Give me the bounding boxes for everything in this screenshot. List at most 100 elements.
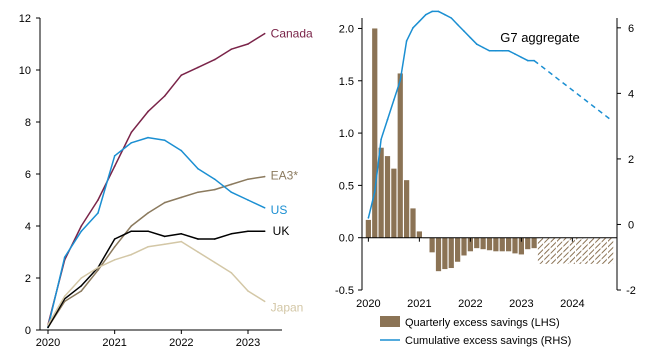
left-y-tick-label: 0 xyxy=(25,325,31,337)
data-point-cumulative xyxy=(367,217,370,219)
data-point-uk xyxy=(180,233,183,235)
left-y-tick-label: 12 xyxy=(19,13,31,25)
data-point-cumulative xyxy=(526,59,529,62)
bar-quarterly xyxy=(499,237,505,252)
data-point-cumulative xyxy=(507,49,510,52)
left-series-lines xyxy=(47,32,266,329)
legend: Quarterly excess savings (LHS) Cumulativ… xyxy=(380,316,571,347)
bar-quarterly xyxy=(480,237,486,250)
data-point-ea3 xyxy=(213,188,216,191)
bar-forecast xyxy=(608,237,614,264)
bar-forecast xyxy=(544,237,550,264)
bar-quarterly xyxy=(448,237,454,269)
left-y-tick-label: 2 xyxy=(25,273,31,285)
series-line-cumulative-forecast xyxy=(533,60,612,121)
left-chart: 0 2 4 6 8 10 12 2020 2021 2022 2023 Canada EA3* US U… xyxy=(19,13,313,349)
data-point-canada xyxy=(80,225,83,227)
series-label-us: US xyxy=(271,203,288,217)
legend-bar-swatch xyxy=(380,316,400,327)
left-series-labels: Canada EA3* US UK Japan xyxy=(271,27,313,315)
bar-quarterly xyxy=(435,237,442,272)
right-cumulative-line xyxy=(367,10,612,219)
data-point-cumulative xyxy=(475,43,478,46)
data-point-ea3 xyxy=(147,212,149,214)
chart-title: G7 aggregate xyxy=(500,30,580,45)
data-point-cumulative xyxy=(450,17,453,19)
series-line-canada xyxy=(47,32,266,325)
data-point-canada xyxy=(263,32,266,35)
data-point-canada xyxy=(163,95,166,97)
right-lhs-tick-label: 0.5 xyxy=(339,180,354,192)
bar-quarterly xyxy=(474,237,480,249)
bar-quarterly xyxy=(384,156,391,238)
left-x-tick-label: 2022 xyxy=(169,337,193,349)
data-point-japan xyxy=(197,251,199,253)
data-point-japan xyxy=(63,295,66,298)
data-point-japan xyxy=(213,261,216,264)
data-point-uk xyxy=(163,235,166,238)
data-point-uk xyxy=(147,230,149,232)
data-point-japan xyxy=(180,240,183,243)
data-point-japan xyxy=(247,290,249,292)
data-point-cumulative xyxy=(488,49,491,52)
bar-quarterly xyxy=(493,237,499,252)
bar-quarterly xyxy=(512,237,518,254)
data-point-ea3 xyxy=(263,175,266,178)
data-point-ea3 xyxy=(97,269,99,272)
data-point-cumulative xyxy=(444,13,446,16)
bar-forecast xyxy=(537,237,544,264)
data-point-japan xyxy=(80,277,83,279)
data-point-uk xyxy=(213,238,216,240)
data-point-cumulative xyxy=(424,13,427,16)
data-point-us xyxy=(213,178,216,180)
data-point-canada xyxy=(113,165,116,167)
bar-quarterly xyxy=(391,168,397,238)
bar-forecast xyxy=(569,237,575,264)
data-point-ea3 xyxy=(163,201,166,204)
data-point-japan xyxy=(147,246,149,248)
data-point-us xyxy=(113,155,116,157)
left-x-axis: 2020 2021 2022 2023 xyxy=(36,329,282,349)
data-point-japan xyxy=(130,253,133,256)
bar-forecast xyxy=(601,237,607,264)
legend-line-label: Cumulative excess savings (RHS) xyxy=(405,335,571,347)
data-point-cumulative xyxy=(514,53,516,55)
data-point-cumulative xyxy=(463,30,465,32)
data-point-cumulative xyxy=(380,138,382,141)
data-point-canada xyxy=(197,66,199,69)
bar-forecast xyxy=(582,237,588,264)
bar-forecast xyxy=(557,237,563,264)
data-point-ea3 xyxy=(113,246,116,248)
left-x-tick-label: 2023 xyxy=(236,337,260,349)
bar-quarterly xyxy=(467,237,473,252)
data-point-ea3 xyxy=(230,183,233,186)
right-x-tick-label: 2020 xyxy=(356,298,380,310)
right-x-tick-label: 2022 xyxy=(458,298,482,310)
bar-quarterly xyxy=(525,237,531,250)
data-point-ea3 xyxy=(180,196,183,199)
bar-quarterly xyxy=(365,219,371,238)
data-point-uk xyxy=(197,238,199,240)
data-point-canada xyxy=(180,74,183,76)
data-point-us xyxy=(247,199,249,201)
data-point-ea3 xyxy=(247,178,249,180)
data-point-canada xyxy=(97,199,99,201)
data-point-cumulative xyxy=(393,99,395,101)
data-point-us xyxy=(230,191,233,193)
data-point-cumulative xyxy=(412,27,414,29)
left-x-tick-label: 2020 xyxy=(36,337,60,349)
series-label-uk: UK xyxy=(273,224,290,238)
bar-forecast xyxy=(550,237,556,264)
bar-quarterly xyxy=(518,237,524,255)
data-point-cumulative xyxy=(456,23,459,26)
bar-forecast xyxy=(576,237,582,264)
data-point-japan xyxy=(47,324,49,326)
data-point-cumulative xyxy=(520,56,523,59)
left-y-tick-label: 6 xyxy=(25,169,31,181)
bar-forecast xyxy=(563,237,569,264)
data-point-cumulative xyxy=(431,10,433,13)
right-lhs-tick-label: 1.5 xyxy=(339,76,354,88)
bar-quarterly xyxy=(461,237,467,256)
